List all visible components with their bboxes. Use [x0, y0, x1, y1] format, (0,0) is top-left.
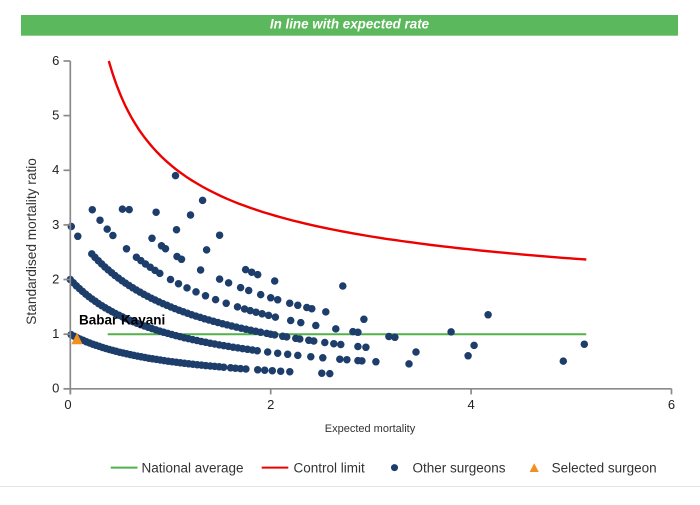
svg-text:4: 4 [52, 162, 59, 177]
svg-text:6: 6 [52, 53, 59, 68]
svg-text:6: 6 [668, 397, 675, 412]
svg-text:Other surgeons: Other surgeons [413, 460, 506, 475]
svg-text:Babar Kayani: Babar Kayani [79, 313, 165, 328]
svg-text:4: 4 [467, 397, 474, 412]
svg-text:0: 0 [64, 397, 71, 412]
svg-text:5: 5 [52, 108, 59, 123]
svg-text:In line with expected rate: In line with expected rate [270, 17, 430, 32]
svg-text:Standardised mortality ratio: Standardised mortality ratio [24, 158, 39, 325]
svg-text:2: 2 [267, 397, 274, 412]
svg-text:National average: National average [142, 460, 244, 475]
svg-text:Control limit: Control limit [294, 460, 366, 475]
svg-text:0: 0 [52, 381, 59, 396]
svg-text:Expected mortality: Expected mortality [325, 423, 416, 435]
svg-text:2: 2 [52, 271, 59, 286]
svg-text:3: 3 [52, 217, 59, 232]
svg-text:1: 1 [52, 326, 59, 341]
svg-text:Selected surgeon: Selected surgeon [552, 460, 657, 475]
